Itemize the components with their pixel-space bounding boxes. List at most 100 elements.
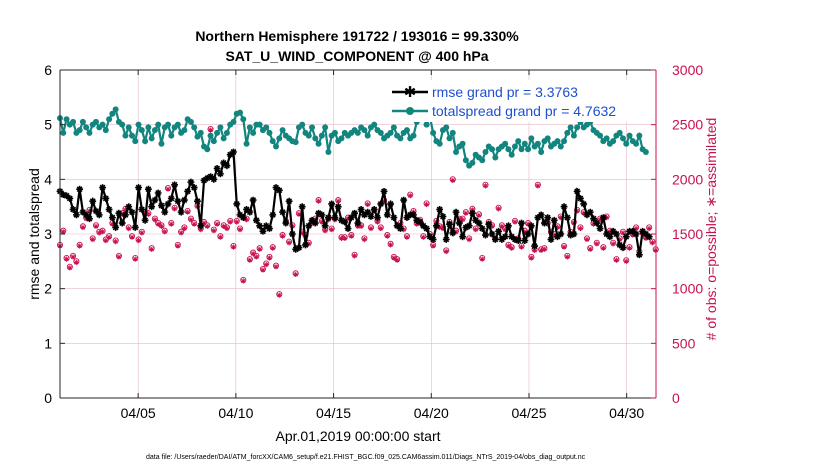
rmse-point <box>511 236 519 243</box>
obs-assimilated-point <box>459 217 466 223</box>
rmse-point <box>446 220 453 228</box>
rmse-point <box>603 230 611 238</box>
rmse-point <box>423 225 430 232</box>
totalspread-point <box>132 138 139 145</box>
obs-assimilated-point <box>155 221 161 227</box>
totalspread-point <box>83 124 90 131</box>
rmse-point <box>370 206 378 213</box>
y-tick-label: 2 <box>44 281 52 297</box>
rmse-point <box>416 218 424 226</box>
rmse-point <box>491 236 499 243</box>
rmse-point <box>220 159 228 167</box>
obs-assimilated-point <box>260 267 266 273</box>
totalspread-point <box>623 140 630 147</box>
obs-assimilated-point <box>374 219 381 225</box>
rmse-point <box>243 206 250 213</box>
rmse-point <box>632 230 640 238</box>
rmse-point <box>590 215 597 223</box>
rmse-point <box>298 203 306 211</box>
obs-assimilated-point <box>106 234 112 240</box>
totalspread-point <box>636 132 643 139</box>
totalspread-point <box>191 124 198 131</box>
rmse-point <box>449 229 457 237</box>
totalspread-point <box>610 138 617 145</box>
obs-assimilated-point <box>617 236 623 243</box>
totalspread-point <box>354 129 361 136</box>
rmse-point <box>410 211 417 219</box>
totalspread-point <box>482 149 489 155</box>
rmse-point <box>485 220 493 228</box>
obs-assimilated-point <box>463 210 469 216</box>
obs-assimilated-point <box>479 256 485 262</box>
obs-assimilated-point <box>443 248 449 255</box>
rmse-point <box>135 184 142 191</box>
rmse-point <box>596 225 604 232</box>
rmse-point <box>95 211 103 219</box>
obs-assimilated-point <box>306 241 312 247</box>
rmse-point <box>302 241 309 249</box>
rmse-point <box>462 224 470 231</box>
obs-assimilated-point <box>420 234 426 240</box>
totalspread-point <box>292 139 299 146</box>
y-tick-label: 5 <box>44 117 52 133</box>
obs-assimilated-point <box>623 258 629 264</box>
obs-assimilated-point <box>381 198 387 204</box>
rmse-point <box>383 211 391 219</box>
rmse-point <box>69 206 77 213</box>
rmse-point <box>629 227 637 235</box>
rmse-point <box>79 208 87 216</box>
totalspread-point <box>305 132 312 139</box>
rmse-point <box>233 200 241 208</box>
rmse-point <box>514 237 522 244</box>
rmse-point <box>583 211 591 219</box>
rmse-point <box>112 224 120 231</box>
obs-assimilated-point <box>489 223 495 229</box>
rmse-point <box>475 219 483 227</box>
y-tick-label: 6 <box>44 62 52 78</box>
totalspread-point <box>99 121 106 128</box>
rmse-point <box>295 244 303 252</box>
obs-assimilated-point <box>348 233 354 239</box>
rmse-point <box>275 186 283 194</box>
chart-subtitle: SAT_U_WIND_COMPONENT @ 400 hPa <box>225 48 488 64</box>
obs-assimilated-point <box>168 221 174 227</box>
obs-assimilated-point <box>237 227 243 233</box>
obs-assimilated-point <box>185 209 191 215</box>
legend-rmse-marker: ✱ <box>404 83 417 101</box>
rmse-point <box>577 195 584 202</box>
obs-assimilated-point <box>466 236 472 243</box>
obs-assimilated-point <box>509 245 515 251</box>
obs-assimilated-point <box>338 235 345 241</box>
rmse-point <box>282 219 290 227</box>
rmse-point <box>351 209 358 217</box>
totalspread-point <box>217 124 224 131</box>
rmse-point <box>190 184 198 191</box>
obs-assimilated-point <box>646 225 652 232</box>
obs-assimilated-point <box>401 227 407 233</box>
totalspread-point <box>60 129 67 136</box>
rmse-point <box>266 225 273 232</box>
rmse-point <box>285 197 293 205</box>
rmse-point <box>151 196 159 204</box>
totalspread-point <box>502 140 509 147</box>
rmse-point <box>609 227 617 235</box>
rmse-point <box>262 222 270 230</box>
rmse-point <box>321 222 329 230</box>
obs-assimilated-point <box>270 245 276 251</box>
obs-assimilated-point <box>224 225 230 232</box>
rmse-point <box>387 200 394 208</box>
totalspread-point <box>70 118 77 125</box>
totalspread-point <box>214 129 221 136</box>
obs-assimilated-point <box>342 235 348 241</box>
obs-assimilated-point <box>211 228 217 234</box>
rmse-point <box>331 214 339 221</box>
rmse-point <box>167 195 175 202</box>
totalspread-point <box>626 132 633 139</box>
obs-assimilated-point <box>499 223 505 229</box>
obs-assimilated-point <box>365 201 371 208</box>
rmse-point <box>223 162 231 170</box>
rmse-point <box>613 230 620 238</box>
obs-assimilated-point <box>630 232 636 238</box>
rmse-point <box>128 208 136 216</box>
